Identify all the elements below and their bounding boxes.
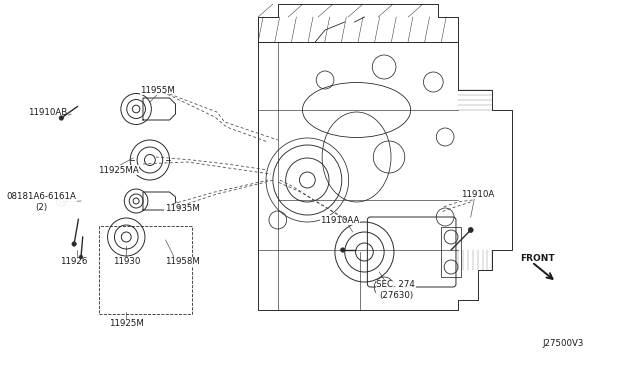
Text: 11925MA: 11925MA <box>98 166 139 174</box>
Text: 11910AA: 11910AA <box>320 215 360 224</box>
Text: J27500V3: J27500V3 <box>543 340 584 349</box>
Text: SEC. 274
(27630): SEC. 274 (27630) <box>376 280 415 300</box>
Circle shape <box>79 255 83 259</box>
Text: 11935M: 11935M <box>165 203 200 212</box>
Circle shape <box>72 242 76 246</box>
Text: 11958M: 11958M <box>165 257 200 266</box>
Circle shape <box>468 228 473 232</box>
Text: 11955M: 11955M <box>140 86 175 94</box>
Text: 11910AB: 11910AB <box>28 108 67 116</box>
Text: 11910A: 11910A <box>461 189 494 199</box>
Text: 11926: 11926 <box>60 257 88 266</box>
Text: FRONT: FRONT <box>520 253 554 263</box>
Circle shape <box>59 116 63 120</box>
Text: 11925M: 11925M <box>109 320 144 328</box>
Bar <box>99 226 192 314</box>
Text: 08181A6-6161A
(2): 08181A6-6161A (2) <box>6 192 77 212</box>
Bar <box>441 227 461 277</box>
Circle shape <box>340 248 345 252</box>
Text: 11930: 11930 <box>113 257 140 266</box>
